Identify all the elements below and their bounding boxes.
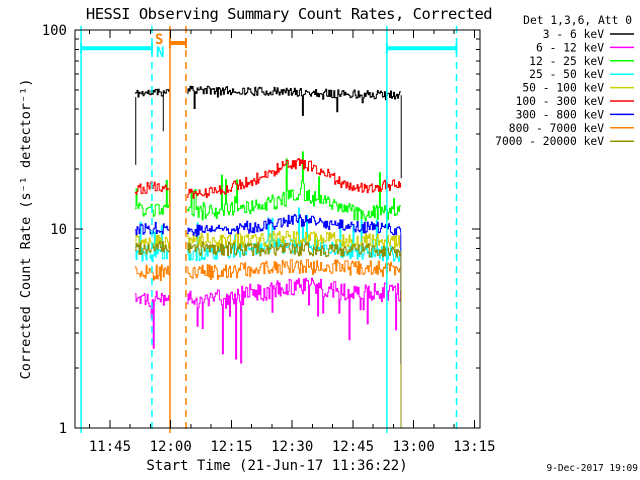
series-6-12keV — [134, 290, 170, 349]
legend-label: 3 - 6 keV — [543, 28, 604, 41]
series-6-12keV — [187, 277, 402, 364]
y-tick-labels: 1 10 100 — [42, 23, 67, 437]
x-tick-labels: 11:45 12:00 12:15 12:30 12:45 13:00 13:15 — [89, 439, 496, 455]
flag-label-N: N — [156, 45, 164, 61]
x-tick-label: 13:00 — [393, 439, 435, 455]
legend-label: 7000 - 20000 keV — [495, 135, 604, 148]
event-lines — [80, 26, 458, 433]
y-axis-title: Corrected Count Rate (s⁻¹ detector⁻¹) — [18, 79, 34, 380]
y-tick-label: 100 — [42, 23, 67, 39]
legend-label: 25 - 50 keV — [529, 68, 604, 81]
x-tick-label: 12:00 — [150, 439, 192, 455]
series-12-25keV — [187, 151, 402, 222]
series-7000-20000keV — [187, 241, 402, 258]
creation-timestamp: 9-Dec-2017 19:09 — [546, 463, 638, 474]
x-tick-label: 13:15 — [453, 439, 495, 455]
legend-label: 300 - 800 keV — [516, 108, 605, 121]
flag-label-S: S — [155, 32, 163, 48]
series-25-50keV — [134, 221, 170, 262]
series-300-800keV — [187, 214, 402, 237]
axes — [74, 29, 481, 429]
x-axis-title: Start Time (21-Jun-17 11:36:22) — [146, 458, 407, 474]
x-tick-label: 12:15 — [210, 439, 252, 455]
legend-label: 100 - 300 keV — [516, 95, 605, 108]
artifact-lines — [135, 91, 402, 428]
series-100-300keV — [187, 158, 402, 199]
series-50-100keV — [187, 230, 402, 250]
x-tick-label: 12:45 — [332, 439, 374, 455]
y-tick-label: 10 — [50, 222, 67, 238]
x-tick-label: 11:45 — [89, 439, 131, 455]
legend-label: 800 - 7000 keV — [509, 122, 604, 135]
legend-label: 12 - 25 keV — [529, 55, 604, 68]
legend-header: Det 1,3,6, Att 0 — [523, 14, 632, 27]
chart-title: HESSI Observing Summary Count Rates, Cor… — [86, 5, 492, 23]
series-800-7000keV — [187, 259, 402, 280]
y-tick-label: 1 — [59, 421, 67, 437]
series-3-6keV — [134, 88, 170, 98]
series-3-6keV — [187, 85, 402, 116]
legend-label: 50 - 100 keV — [522, 82, 604, 95]
x-tick-label: 12:30 — [271, 439, 313, 455]
legend-label: 6 - 12 keV — [536, 41, 604, 54]
flag-labels: SN — [155, 32, 164, 61]
